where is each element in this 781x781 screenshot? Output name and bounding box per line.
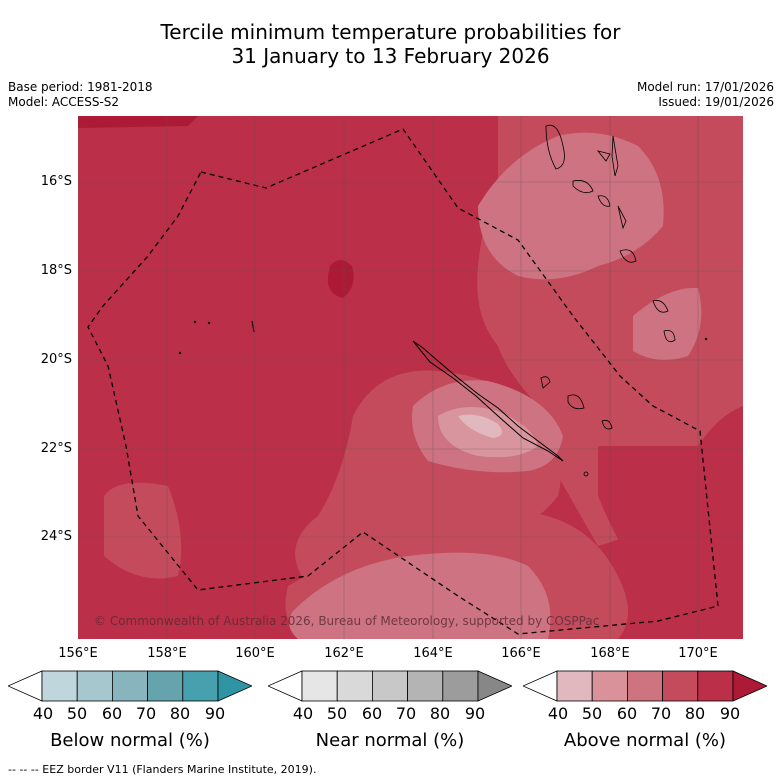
colorbar-segment (301, 670, 338, 702)
island-outline (251, 320, 255, 333)
island-outline (652, 300, 669, 313)
base-period: Base period: 1981-2018 (8, 80, 153, 94)
island-outline (597, 195, 611, 207)
colorbar-min-arrow (8, 670, 43, 702)
island-outline (617, 205, 627, 230)
island-outline (663, 330, 676, 343)
island-outline (567, 394, 585, 410)
cbar-tick: 60 (616, 704, 638, 723)
colorbar-segment (336, 670, 373, 702)
cbar-tick: 80 (429, 704, 451, 723)
cbar-tick: 70 (135, 704, 157, 723)
island-outline (572, 180, 594, 194)
colorbar-segment (41, 670, 78, 702)
eez-footnote: -- -- -- EEZ border V11 (Flanders Marine… (8, 763, 317, 776)
model-run: Model run: 17/01/2026 (636, 80, 774, 94)
copyright-notice: © Commonwealth of Australia 2026, Bureau… (94, 614, 600, 628)
colorbar-label-near: Near normal (%) (315, 730, 465, 751)
lon-tick-156e: 156°E (58, 646, 98, 661)
patch-90-northwest (78, 116, 198, 128)
island-outline (619, 249, 637, 263)
colorbar-near-normal (268, 670, 512, 702)
colorbar-segment (76, 670, 113, 702)
colorbar-label-below: Below normal (%) (50, 730, 210, 751)
cbar-tick: 50 (66, 704, 88, 723)
patch-60-south (289, 552, 551, 639)
colorbar-min-arrow (523, 670, 558, 702)
colorbar-segment (697, 670, 734, 702)
cbar-tick: 90 (464, 704, 486, 723)
lon-tick-164e: 164°E (413, 646, 453, 661)
cbar-tick: 40 (32, 704, 54, 723)
meta-left: Base period: 1981-2018 Model: ACCESS-S2 (8, 80, 153, 110)
lat-tick-22s: 22°S (40, 441, 72, 456)
meta-right: Model run: 17/01/2026 Issued: 19/01/2026 (637, 80, 774, 110)
cbar-tick: 60 (101, 704, 123, 723)
island-outline (178, 351, 182, 355)
cbar-tick: 70 (650, 704, 672, 723)
colorbar-segment (182, 670, 219, 702)
colorbar-segment (112, 670, 149, 702)
cbar-tick: 40 (292, 704, 314, 723)
island-outline (601, 419, 613, 430)
patch-90-center (327, 260, 354, 298)
lon-tick-160e: 160°E (235, 646, 275, 661)
probability-map (78, 116, 743, 639)
island-outline (207, 321, 211, 325)
cbar-tick: 90 (204, 704, 226, 723)
chart-title-line-1: Tercile minimum temperature probabilitie… (160, 20, 621, 44)
colorbar-max-arrow (732, 670, 767, 702)
island-outline (583, 471, 589, 477)
colorbar-segment (556, 670, 593, 702)
patch-40-newcaledonia (458, 414, 502, 438)
chart-title-line-2: 31 January to 13 February 2026 (231, 44, 550, 68)
patch-70-southwest (104, 482, 182, 579)
colorbar-above-normal (523, 670, 767, 702)
island-outline (193, 320, 197, 324)
cbar-tick: 90 (719, 704, 741, 723)
lon-tick-162e: 162°E (324, 646, 364, 661)
colorbar-segment (147, 670, 184, 702)
colorbar-max-arrow (217, 670, 252, 702)
lon-tick-166e: 166°E (501, 646, 541, 661)
island-outline (596, 150, 611, 162)
colorbar-segment (372, 670, 409, 702)
patch-60-island (633, 287, 702, 360)
eez-border-line (87, 128, 719, 635)
cbar-tick: 60 (361, 704, 383, 723)
colorbar-label-above: Above normal (%) (563, 730, 727, 751)
cbar-tick: 70 (395, 704, 417, 723)
cbar-tick: 80 (169, 704, 191, 723)
colorbar-segment (591, 670, 628, 702)
cbar-tick: 50 (581, 704, 603, 723)
map-grid (78, 116, 743, 639)
colorbar-segment (627, 670, 664, 702)
issued-date: Issued: 19/01/2026 (658, 95, 774, 109)
island-outline (704, 337, 708, 341)
new-caledonia-outline (412, 340, 564, 462)
cbar-tick: 80 (684, 704, 706, 723)
colorbar-segment (662, 670, 699, 702)
island-outline (545, 124, 565, 170)
lon-tick-168e: 168°E (590, 646, 630, 661)
lat-tick-16s: 16°S (40, 174, 72, 189)
lon-tick-158e: 158°E (147, 646, 187, 661)
lat-tick-24s: 24°S (40, 529, 72, 544)
lon-tick-170e: 170°E (678, 646, 718, 661)
colorbar-max-arrow (477, 670, 512, 702)
cbar-tick: 50 (326, 704, 348, 723)
island-outline (611, 135, 619, 177)
lat-tick-18s: 18°S (40, 263, 72, 278)
lat-tick-20s: 20°S (40, 352, 72, 367)
colorbar-segment (442, 670, 479, 702)
colorbar-below-normal (8, 670, 252, 702)
island-outline (540, 376, 551, 389)
cbar-tick: 40 (547, 704, 569, 723)
colorbar-segment (407, 670, 444, 702)
model-name: Model: ACCESS-S2 (8, 95, 120, 109)
colorbar-min-arrow (268, 670, 303, 702)
